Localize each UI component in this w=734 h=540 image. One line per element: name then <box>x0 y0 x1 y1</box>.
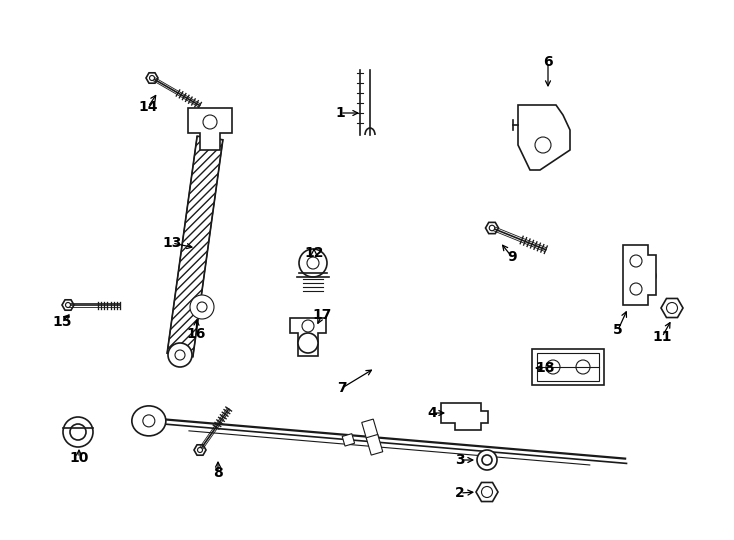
Text: 3: 3 <box>455 453 465 467</box>
Bar <box>342 434 355 446</box>
Circle shape <box>477 450 497 470</box>
Circle shape <box>298 333 318 353</box>
Polygon shape <box>188 108 232 150</box>
Circle shape <box>302 320 314 332</box>
Bar <box>366 435 382 455</box>
Circle shape <box>150 76 154 80</box>
Circle shape <box>143 415 155 427</box>
Text: 14: 14 <box>138 100 158 114</box>
Polygon shape <box>661 299 683 318</box>
Polygon shape <box>441 403 488 430</box>
Text: 11: 11 <box>653 330 672 344</box>
Circle shape <box>546 360 560 374</box>
Text: 6: 6 <box>543 55 553 69</box>
Circle shape <box>175 350 185 360</box>
Polygon shape <box>290 318 326 356</box>
Circle shape <box>63 417 93 447</box>
Circle shape <box>299 249 327 277</box>
Circle shape <box>190 295 214 319</box>
Text: 13: 13 <box>162 236 182 250</box>
Circle shape <box>307 257 319 269</box>
Polygon shape <box>62 300 74 310</box>
Circle shape <box>197 448 203 453</box>
Text: 9: 9 <box>507 250 517 264</box>
Circle shape <box>666 302 677 314</box>
Polygon shape <box>194 445 206 455</box>
Circle shape <box>641 271 651 281</box>
Polygon shape <box>146 73 158 83</box>
Ellipse shape <box>636 267 656 285</box>
Circle shape <box>482 455 492 465</box>
Circle shape <box>630 283 642 295</box>
Polygon shape <box>167 136 223 357</box>
Text: 2: 2 <box>455 486 465 500</box>
Bar <box>537 353 599 381</box>
Circle shape <box>168 343 192 367</box>
Bar <box>362 419 378 440</box>
Text: 15: 15 <box>52 315 72 329</box>
Circle shape <box>630 255 642 267</box>
Polygon shape <box>623 245 656 305</box>
Circle shape <box>535 137 551 153</box>
Circle shape <box>490 225 495 231</box>
Text: 5: 5 <box>613 323 623 337</box>
Text: 18: 18 <box>535 361 555 375</box>
Circle shape <box>576 360 590 374</box>
Text: 10: 10 <box>69 451 89 465</box>
FancyBboxPatch shape <box>532 349 604 385</box>
Text: 17: 17 <box>312 308 332 322</box>
Text: 1: 1 <box>335 106 345 120</box>
Circle shape <box>65 302 70 307</box>
Text: 7: 7 <box>337 381 346 395</box>
Circle shape <box>197 302 207 312</box>
Polygon shape <box>193 297 211 317</box>
Polygon shape <box>476 482 498 502</box>
Text: 16: 16 <box>186 327 206 341</box>
Circle shape <box>70 424 86 440</box>
Polygon shape <box>518 105 570 170</box>
Text: 8: 8 <box>213 466 223 480</box>
Ellipse shape <box>132 406 166 436</box>
Text: 12: 12 <box>305 246 324 260</box>
Polygon shape <box>485 222 498 234</box>
Circle shape <box>203 115 217 129</box>
Circle shape <box>482 487 493 497</box>
Text: 4: 4 <box>427 406 437 420</box>
